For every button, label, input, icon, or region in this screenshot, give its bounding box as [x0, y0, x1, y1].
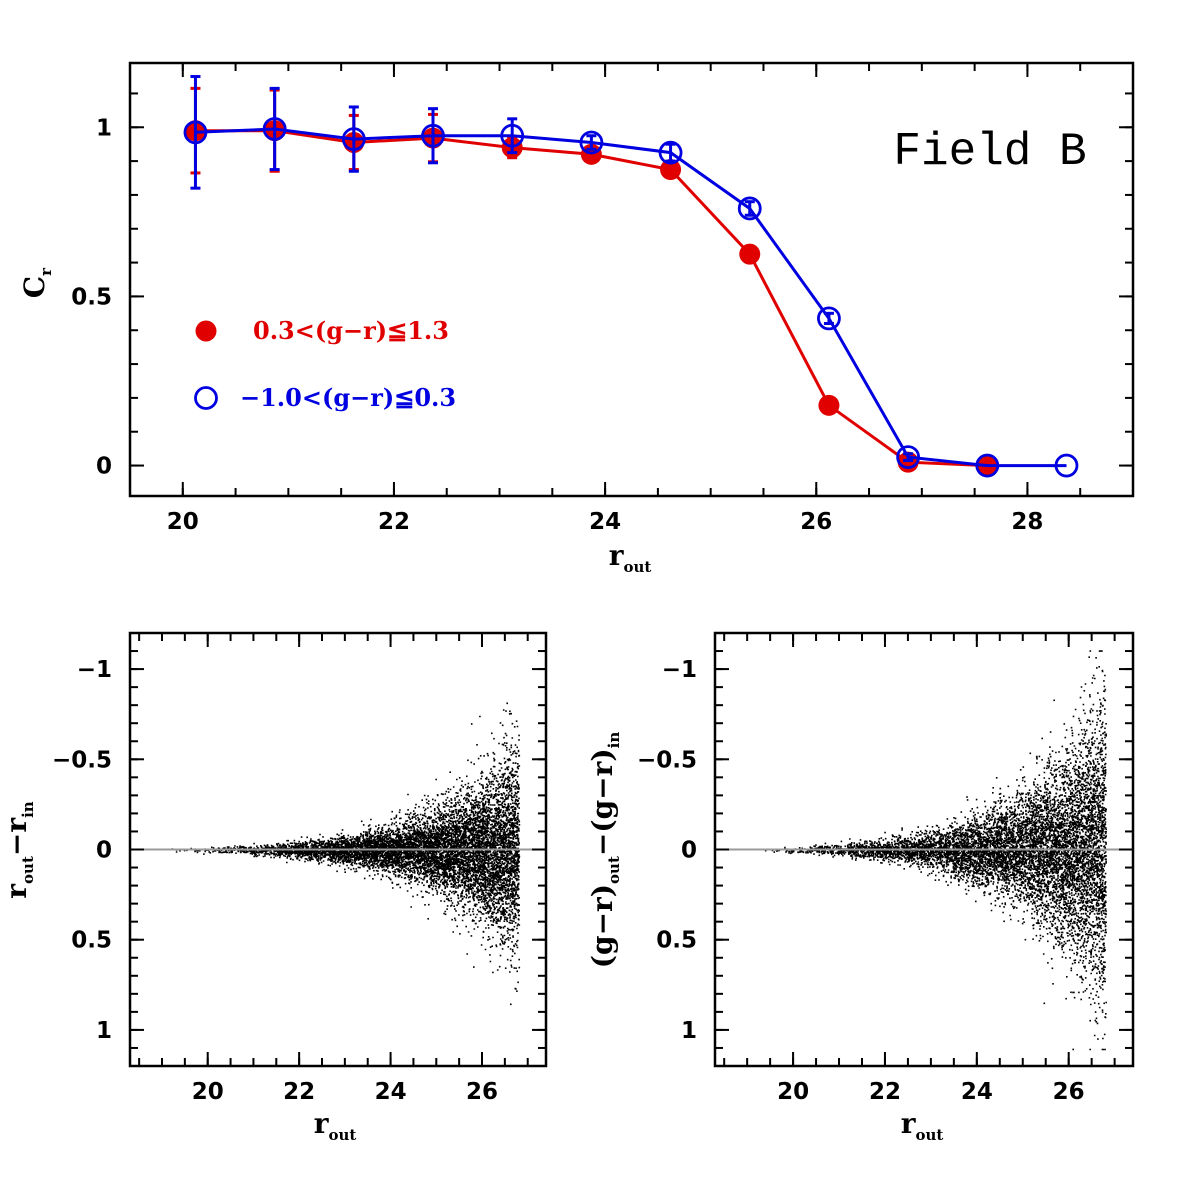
legend-marker	[194, 386, 218, 410]
top-y-axis-label: Cr	[18, 267, 55, 298]
magnitude-residual-ticks: 20 22 24 26 −1 −0.5 0 0.5 1	[52, 633, 546, 1105]
color-residual-marks	[715, 650, 1133, 1051]
y-tick-label: 1	[96, 115, 112, 141]
y-tick-label: −1	[662, 657, 697, 683]
bottom-left-y-axis-label: rout−rin	[0, 801, 37, 899]
y-tick-label: 0	[96, 838, 112, 864]
top-x-axis-label-main: r	[609, 539, 625, 572]
data-point	[818, 394, 840, 416]
bottom-right-x-axis-label-sub: out	[915, 1126, 943, 1144]
x-tick-label: 20	[192, 1079, 224, 1105]
data-point	[896, 445, 921, 469]
bottom-left-x-axis-label-main: r	[314, 1107, 330, 1140]
x-tick-label: 24	[375, 1079, 407, 1105]
data-point	[975, 453, 1000, 478]
bottom-left-x-axis-label: rout	[314, 1107, 357, 1144]
data-point	[262, 117, 287, 141]
bottom-right-y-axis-label-main: (g−r)	[586, 884, 619, 968]
y-tick-label: 0.5	[71, 284, 112, 310]
bottom-left-y-axis-label-main2: −r	[0, 817, 33, 856]
completeness-legend: 0.3<(g−r)≦1.3 −1.0<(g−r)≦0.3	[194, 316, 456, 412]
completeness-ticks: 20 22 24 26 28 0 0.5 1	[71, 63, 1134, 535]
x-tick-label: 26	[1053, 1079, 1085, 1105]
y-tick-label: −0.5	[52, 747, 112, 773]
y-tick-label: 0.5	[71, 928, 112, 954]
x-tick-label: 26	[800, 509, 832, 535]
data-point	[737, 196, 762, 221]
bottom-left-y-axis-label-sub2: in	[19, 801, 37, 818]
completeness-plot-frame	[128, 61, 1135, 498]
bottom-right-y-axis-label-main2: −(g−r)	[586, 748, 619, 856]
top-y-axis-label-sub: r	[37, 267, 55, 276]
completeness-panel: 20 22 24 26 28 0 0.5 1 Field B 0.3<(g−r)≦1.3 −1.…	[18, 61, 1135, 576]
bottom-left-x-axis-label-sub: out	[328, 1126, 356, 1144]
data-point	[658, 140, 683, 165]
data-point	[421, 123, 445, 148]
x-tick-label: 28	[1011, 509, 1043, 535]
data-point	[660, 159, 682, 181]
bottom-right-y-axis-label-sub: out	[605, 856, 623, 884]
x-tick-label: 22	[378, 509, 410, 535]
x-tick-label: 20	[777, 1079, 809, 1105]
y-tick-label: 1	[96, 1018, 112, 1044]
legend-label: −1.0<(g−r)≦0.3	[240, 383, 456, 412]
y-tick-label: 1	[681, 1018, 697, 1044]
x-tick-label: 24	[589, 509, 621, 535]
bottom-right-y-axis-label-sub2: in	[605, 732, 623, 749]
data-point	[739, 243, 761, 265]
y-tick-label: 0.5	[656, 928, 697, 954]
data-point	[341, 127, 366, 152]
top-x-axis-label: rout	[609, 539, 652, 576]
x-tick-label: 24	[961, 1079, 993, 1105]
bottom-left-y-axis-label-main: r	[0, 883, 33, 899]
top-x-axis-label-sub: out	[623, 558, 651, 576]
series-line-1	[195, 127, 1067, 468]
data-point	[579, 130, 604, 155]
x-tick-label: 22	[869, 1079, 901, 1105]
legend-label: 0.3<(g−r)≦1.3	[253, 316, 449, 345]
magnitude-residual-panel: 20 22 24 26−1−0.500.51 rout rout−rin	[0, 631, 548, 1144]
y-tick-label: −1	[77, 657, 112, 683]
legend-marker	[195, 320, 217, 342]
data-point	[817, 306, 841, 331]
completeness-marks	[183, 75, 1079, 478]
x-tick-label: 22	[283, 1079, 315, 1105]
color-residual-ticks: 20 22 24 26 −1 −0.5 0 0.5 1	[637, 633, 1133, 1105]
x-tick-label: 20	[167, 509, 199, 535]
y-tick-label: −0.5	[637, 747, 697, 773]
bottom-left-y-axis-label-sub: out	[19, 856, 37, 884]
data-point	[1054, 453, 1079, 478]
x-tick-label: 26	[466, 1079, 498, 1105]
scatter-points	[171, 702, 521, 1006]
field-annotation: Field B	[893, 126, 1086, 178]
bottom-right-y-axis-label: (g−r)out−(g−r)in	[586, 732, 623, 969]
bottom-right-x-axis-label-main: r	[901, 1107, 917, 1140]
bottom-right-x-axis-label: rout	[901, 1107, 944, 1144]
data-point	[500, 123, 525, 148]
top-y-axis-label-main: C	[18, 276, 51, 298]
y-tick-label: 0	[96, 454, 112, 480]
data-point	[183, 120, 208, 145]
y-tick-label: 0	[681, 838, 697, 864]
color-residual-panel: 20 22 24 26−1−0.500.51 rout (g−r)out−(g−r)i…	[586, 631, 1135, 1144]
magnitude-residual-marks	[130, 702, 546, 1006]
